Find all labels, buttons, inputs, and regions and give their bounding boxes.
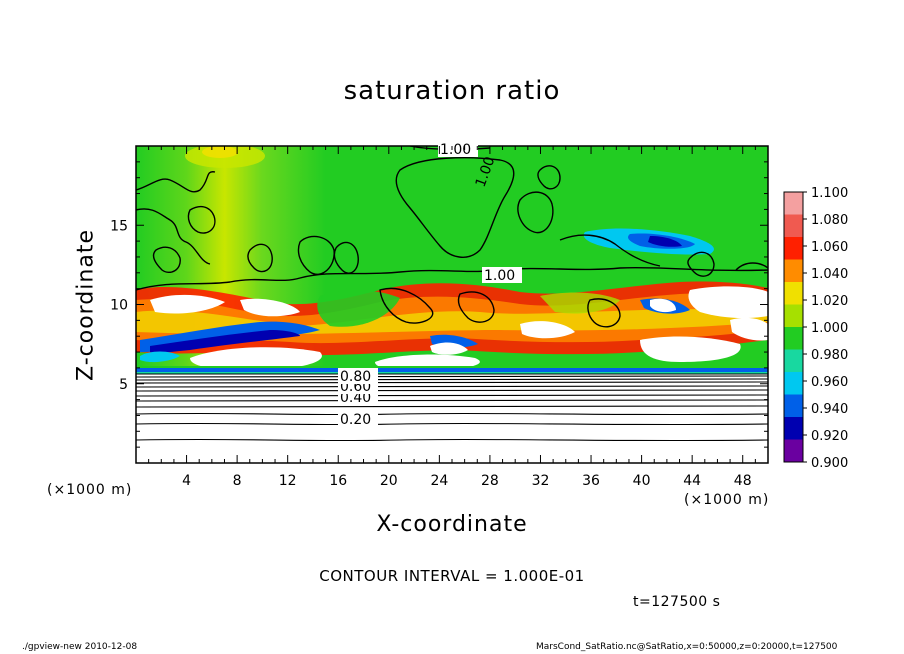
footer-left: ./gpview-new 2010-12-08 [22, 642, 138, 652]
y-tick-label: 15 [110, 218, 128, 234]
contour-label-bg [482, 267, 522, 283]
contour-label: 1.00 [440, 142, 471, 158]
chart-title: saturation ratio [343, 76, 561, 106]
plot-field [136, 146, 768, 463]
colorbar-label: 0.980 [811, 348, 848, 363]
x-axis: 4 8 12 16 20 24 28 32 36 40 44 48 [135, 146, 769, 489]
y-tick-label: 5 [119, 377, 128, 393]
colorbar-swatch [784, 259, 803, 282]
colorbar-swatch [784, 327, 803, 350]
time-label: t=127500 s [633, 594, 721, 610]
colorbar-label: 0.940 [811, 402, 848, 417]
colorbar-label: 0.960 [811, 375, 848, 390]
colorbar-label: 1.000 [811, 321, 848, 336]
footer-right: MarsCond_SatRatio.nc@SatRatio,x=0:50000,… [536, 642, 838, 652]
contour-label-bg [338, 368, 378, 384]
colorbar-swatch [784, 237, 803, 260]
colorbar-swatch [784, 394, 803, 417]
x-tick-label: 4 [182, 473, 191, 489]
colorbar-label: 1.040 [811, 267, 848, 282]
x-tick-label: 40 [633, 473, 651, 489]
colorbar-swatch [784, 417, 803, 440]
colorbar-swatch [784, 192, 803, 215]
colorbar-swatch [784, 214, 803, 237]
x-axis-label: X-coordinate [376, 512, 528, 537]
colorbar: 1.100 1.080 1.060 1.040 1.020 1.000 0.980 0.960… [783, 186, 848, 471]
x-tick-label: 8 [233, 473, 242, 489]
x-tick-label: 36 [582, 473, 600, 489]
y-axis: 5 10 15 [110, 145, 768, 464]
x-tick-label: 16 [329, 473, 347, 489]
colorbar-swatch [784, 304, 803, 327]
contour-interval-label: CONTOUR INTERVAL = 1.000E-01 [319, 567, 585, 585]
colorbar-swatch [784, 439, 803, 462]
x-tick-label: 32 [532, 473, 550, 489]
colorbar-label: 1.080 [811, 213, 848, 228]
colorbar-label: 0.920 [811, 429, 848, 444]
x-tick-label: 44 [683, 473, 701, 489]
colorbar-swatch [784, 372, 803, 395]
y-tick-label: 10 [110, 298, 128, 314]
x-axis-unit: (×1000 m) [684, 492, 770, 508]
colorbar-label: 1.100 [811, 186, 848, 201]
x-tick-label: 12 [279, 473, 297, 489]
contour-label-bg [438, 141, 478, 157]
contour-label-bg [338, 411, 378, 427]
colorbar-label: 1.020 [811, 294, 848, 309]
colorbar-label: 1.060 [811, 240, 848, 255]
z-axis-unit: (×1000 m) [47, 482, 133, 498]
x-tick-label: 20 [380, 473, 398, 489]
contour-label: 0.80 [340, 369, 371, 385]
colorbar-label: 0.900 [811, 456, 848, 471]
colorbar-swatch [784, 282, 803, 305]
x-tick-label: 28 [481, 473, 499, 489]
contour-label: 0.20 [340, 412, 371, 428]
x-tick-label: 24 [430, 473, 448, 489]
colorbar-swatch [784, 349, 803, 372]
contour-label: 1.00 [484, 268, 515, 284]
x-tick-label: 48 [734, 473, 752, 489]
